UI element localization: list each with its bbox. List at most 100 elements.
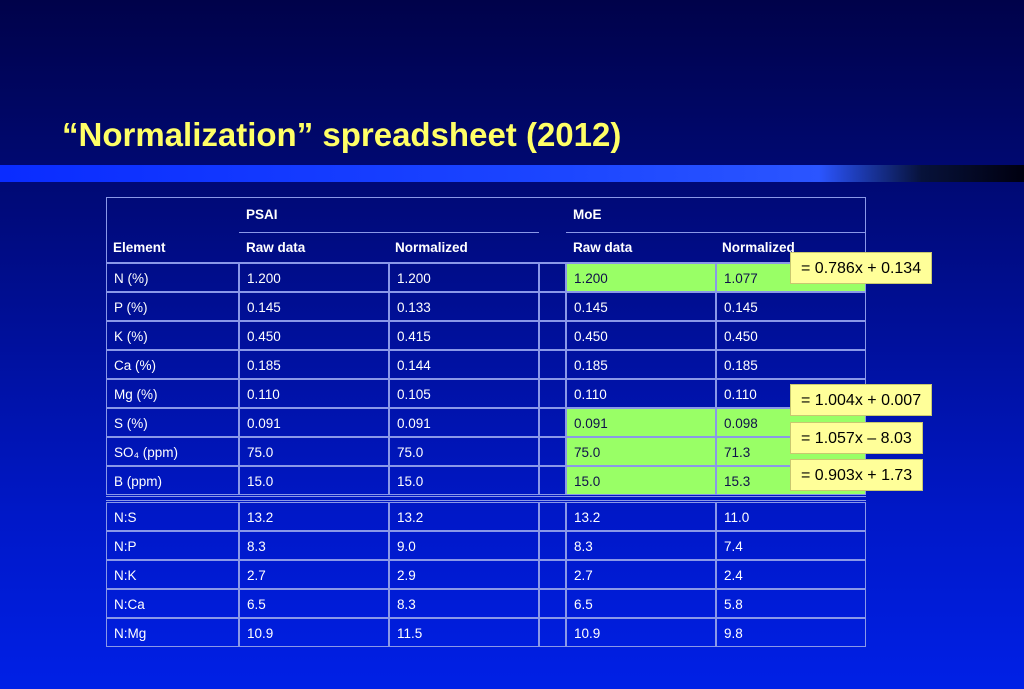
psai-normalized-cell: 75.0 (389, 437, 539, 466)
psai-raw-cell: 1.200 (239, 263, 389, 292)
element-row: P (%) 0.145 0.133 0.145 0.145 (106, 292, 866, 321)
element-cell: N:P (106, 531, 239, 560)
moe-raw-cell: 0.091 (566, 408, 716, 437)
moe-normalized-cell: 0.450 (716, 321, 866, 350)
psai-raw-cell: 0.091 (239, 408, 389, 437)
moe-normalized-cell: 0.185 (716, 350, 866, 379)
psai-raw-cell: 13.2 (239, 502, 389, 531)
moe-raw-cell: 1.200 (566, 263, 716, 292)
column-header-psai-raw: Raw data (246, 240, 306, 255)
spacer-cell (539, 531, 566, 560)
ratio-row: N:K 2.7 2.9 2.7 2.4 (106, 560, 866, 589)
element-rows: N (%) 1.200 1.200 1.200 1.077 P (%) 0.145 0.133… (106, 263, 866, 495)
ratio-row: N:S 13.2 13.2 13.2 11.0 (106, 502, 866, 531)
moe-raw-cell: 0.450 (566, 321, 716, 350)
spacer-cell (539, 292, 566, 321)
element-cell: K (%) (106, 321, 239, 350)
element-row: K (%) 0.450 0.415 0.450 0.450 (106, 321, 866, 350)
ratio-row: N:P 8.3 9.0 8.3 7.4 (106, 531, 866, 560)
psai-raw-cell: 0.110 (239, 379, 389, 408)
psai-normalized-cell: 0.144 (389, 350, 539, 379)
element-cell: N (%) (106, 263, 239, 292)
ratio-rows: N:S 13.2 13.2 13.2 11.0 N:P 8.3 9.0 8.3 7.4 N:K 2.7… (106, 502, 866, 647)
group-header-psai: PSAI (246, 207, 278, 222)
column-header-psai-normalized: Normalized (395, 240, 468, 255)
spacer-cell (539, 350, 566, 379)
moe-raw-cell: 8.3 (566, 531, 716, 560)
column-header-moe-normalized: Normalized (722, 240, 795, 255)
spacer-cell (539, 321, 566, 350)
psai-normalized-cell: 15.0 (389, 466, 539, 495)
ratio-row: N:Ca 6.5 8.3 6.5 5.8 (106, 589, 866, 618)
formula-callout-so4: = 1.057x – 8.03 (790, 422, 923, 454)
spacer-cell (539, 408, 566, 437)
element-row: N (%) 1.200 1.200 1.200 1.077 (106, 263, 866, 292)
element-cell: N:K (106, 560, 239, 589)
moe-raw-cell: 0.145 (566, 292, 716, 321)
title-underline-bar (0, 165, 1024, 182)
moe-raw-cell: 2.7 (566, 560, 716, 589)
moe-header-underline (566, 232, 866, 233)
spacer-cell (539, 618, 566, 647)
table-header-frame (106, 197, 866, 263)
moe-raw-cell: 6.5 (566, 589, 716, 618)
psai-raw-cell: 10.9 (239, 618, 389, 647)
psai-raw-cell: 0.450 (239, 321, 389, 350)
psai-raw-cell: 6.5 (239, 589, 389, 618)
element-cell: Ca (%) (106, 350, 239, 379)
spacer-cell (539, 437, 566, 466)
psai-normalized-cell: 0.105 (389, 379, 539, 408)
psai-raw-cell: 75.0 (239, 437, 389, 466)
formula-callout-n: = 0.786x + 0.134 (790, 252, 933, 284)
element-cell: N:Mg (106, 618, 239, 647)
psai-normalized-cell: 11.5 (389, 618, 539, 647)
spacer-cell (539, 466, 566, 495)
psai-normalized-cell: 9.0 (389, 531, 539, 560)
moe-raw-cell: 0.185 (566, 350, 716, 379)
psai-raw-cell: 0.185 (239, 350, 389, 379)
spacer-cell (539, 379, 566, 408)
moe-normalized-cell: 5.8 (716, 589, 866, 618)
moe-raw-cell: 0.110 (566, 379, 716, 408)
element-row: Mg (%) 0.110 0.105 0.110 0.110 (106, 379, 866, 408)
column-header-moe-raw: Raw data (573, 240, 633, 255)
psai-raw-cell: 15.0 (239, 466, 389, 495)
element-cell: N:S (106, 502, 239, 531)
psai-normalized-cell: 2.9 (389, 560, 539, 589)
element-row: S (%) 0.091 0.091 0.091 0.098 (106, 408, 866, 437)
element-row: B (ppm) 15.0 15.0 15.0 15.3 (106, 466, 866, 495)
psai-header-underline (239, 232, 539, 233)
element-row: Ca (%) 0.185 0.144 0.185 0.185 (106, 350, 866, 379)
moe-normalized-cell: 7.4 (716, 531, 866, 560)
psai-normalized-cell: 0.415 (389, 321, 539, 350)
psai-raw-cell: 8.3 (239, 531, 389, 560)
moe-raw-cell: 75.0 (566, 437, 716, 466)
element-cell: S (%) (106, 408, 239, 437)
spacer-cell (539, 589, 566, 618)
slide-title: “Normalization” spreadsheet (2012) (62, 116, 622, 153)
moe-normalized-cell: 2.4 (716, 560, 866, 589)
psai-normalized-cell: 8.3 (389, 589, 539, 618)
element-cell: Mg (%) (106, 379, 239, 408)
moe-raw-cell: 10.9 (566, 618, 716, 647)
column-header-element: Element (113, 240, 166, 255)
moe-raw-cell: 15.0 (566, 466, 716, 495)
element-cell: SO₄ (ppm) (106, 437, 239, 466)
formula-callout-s: = 1.004x + 0.007 (790, 384, 933, 416)
spacer-cell (539, 560, 566, 589)
spacer-cell (539, 502, 566, 531)
group-header-moe: MoE (573, 207, 602, 222)
psai-normalized-cell: 0.091 (389, 408, 539, 437)
moe-raw-cell: 13.2 (566, 502, 716, 531)
psai-raw-cell: 0.145 (239, 292, 389, 321)
moe-normalized-cell: 9.8 (716, 618, 866, 647)
psai-raw-cell: 2.7 (239, 560, 389, 589)
moe-normalized-cell: 0.145 (716, 292, 866, 321)
element-cell: N:Ca (106, 589, 239, 618)
psai-normalized-cell: 13.2 (389, 502, 539, 531)
psai-normalized-cell: 1.200 (389, 263, 539, 292)
formula-callout-b: = 0.903x + 1.73 (790, 459, 924, 491)
psai-normalized-cell: 0.133 (389, 292, 539, 321)
element-cell: P (%) (106, 292, 239, 321)
section-divider (106, 496, 866, 501)
